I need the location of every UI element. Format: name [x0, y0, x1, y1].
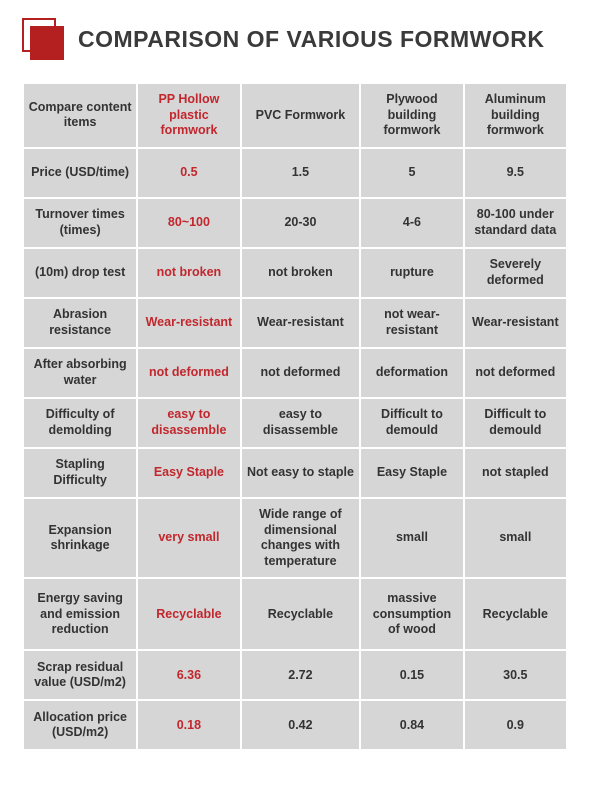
row-label: Price (USD/time): [23, 148, 137, 198]
cell: Recyclable: [241, 578, 361, 650]
cell: Severely deformed: [464, 248, 567, 298]
cell-highlight: not deformed: [137, 348, 240, 398]
table-row: Difficulty of demoldingeasy to disassemb…: [23, 398, 567, 448]
cell-highlight: 0.5: [137, 148, 240, 198]
col-header: PVC Formwork: [241, 83, 361, 148]
cell: 30.5: [464, 650, 567, 700]
cell-highlight: 0.18: [137, 700, 240, 750]
cell: 4-6: [360, 198, 463, 248]
col-header: Plywood building formwork: [360, 83, 463, 148]
logo-icon: [22, 18, 64, 60]
cell: 0.84: [360, 700, 463, 750]
cell-highlight: not broken: [137, 248, 240, 298]
cell: rupture: [360, 248, 463, 298]
table-row: Turnover times (times)80~10020-304-680-1…: [23, 198, 567, 248]
row-label: Energy saving and emission reduction: [23, 578, 137, 650]
col-header-highlight: PP Hollow plastic formwork: [137, 83, 240, 148]
cell: 0.15: [360, 650, 463, 700]
col-header: Compare content items: [23, 83, 137, 148]
cell: Wide range of dimensional changes with t…: [241, 498, 361, 579]
comparison-table: Compare content items PP Hollow plastic …: [22, 82, 568, 751]
cell: small: [464, 498, 567, 579]
cell: 0.9: [464, 700, 567, 750]
cell-highlight: very small: [137, 498, 240, 579]
cell-highlight: Wear-resistant: [137, 298, 240, 348]
row-label: Turnover times (times): [23, 198, 137, 248]
cell: Difficult to demould: [360, 398, 463, 448]
table-row: Energy saving and emission reductionRecy…: [23, 578, 567, 650]
cell-highlight: 80~100: [137, 198, 240, 248]
table-row: Expansion shrinkagevery smallWide range …: [23, 498, 567, 579]
row-label: Expansion shrinkage: [23, 498, 137, 579]
row-label: Abrasion resistance: [23, 298, 137, 348]
cell-highlight: easy to disassemble: [137, 398, 240, 448]
cell: not deformed: [241, 348, 361, 398]
cell: Wear-resistant: [464, 298, 567, 348]
cell: 0.42: [241, 700, 361, 750]
table-row: (10m) drop testnot brokennot brokenruptu…: [23, 248, 567, 298]
table-row: Scrap residual value (USD/m2)6.362.720.1…: [23, 650, 567, 700]
cell: not wear-resistant: [360, 298, 463, 348]
header: COMPARISON OF VARIOUS FORMWORK: [22, 18, 568, 60]
row-label: (10m) drop test: [23, 248, 137, 298]
row-label: Allocation price (USD/m2): [23, 700, 137, 750]
row-label: Stapling Difficulty: [23, 448, 137, 498]
row-label: After absorbing water: [23, 348, 137, 398]
cell: 80-100 under standard data: [464, 198, 567, 248]
cell: 20-30: [241, 198, 361, 248]
cell: 5: [360, 148, 463, 198]
table-row: After absorbing waternot deformednot def…: [23, 348, 567, 398]
table-header-row: Compare content items PP Hollow plastic …: [23, 83, 567, 148]
table-row: Price (USD/time)0.51.559.5: [23, 148, 567, 198]
cell-highlight: 6.36: [137, 650, 240, 700]
cell: easy to disassemble: [241, 398, 361, 448]
cell: small: [360, 498, 463, 579]
cell: not deformed: [464, 348, 567, 398]
page-title: COMPARISON OF VARIOUS FORMWORK: [78, 26, 544, 53]
cell: massive consumption of wood: [360, 578, 463, 650]
cell: 9.5: [464, 148, 567, 198]
cell: not broken: [241, 248, 361, 298]
table-row: Abrasion resistanceWear-resistantWear-re…: [23, 298, 567, 348]
cell: Difficult to demould: [464, 398, 567, 448]
cell: Not easy to staple: [241, 448, 361, 498]
cell: deformation: [360, 348, 463, 398]
cell-highlight: Recyclable: [137, 578, 240, 650]
table-row: Allocation price (USD/m2)0.180.420.840.9: [23, 700, 567, 750]
cell: not stapled: [464, 448, 567, 498]
table-row: Stapling DifficultyEasy StapleNot easy t…: [23, 448, 567, 498]
cell: 2.72: [241, 650, 361, 700]
row-label: Scrap residual value (USD/m2): [23, 650, 137, 700]
row-label: Difficulty of demolding: [23, 398, 137, 448]
cell: Easy Staple: [360, 448, 463, 498]
cell-highlight: Easy Staple: [137, 448, 240, 498]
col-header: Aluminum building formwork: [464, 83, 567, 148]
cell: 1.5: [241, 148, 361, 198]
cell: Wear-resistant: [241, 298, 361, 348]
cell: Recyclable: [464, 578, 567, 650]
